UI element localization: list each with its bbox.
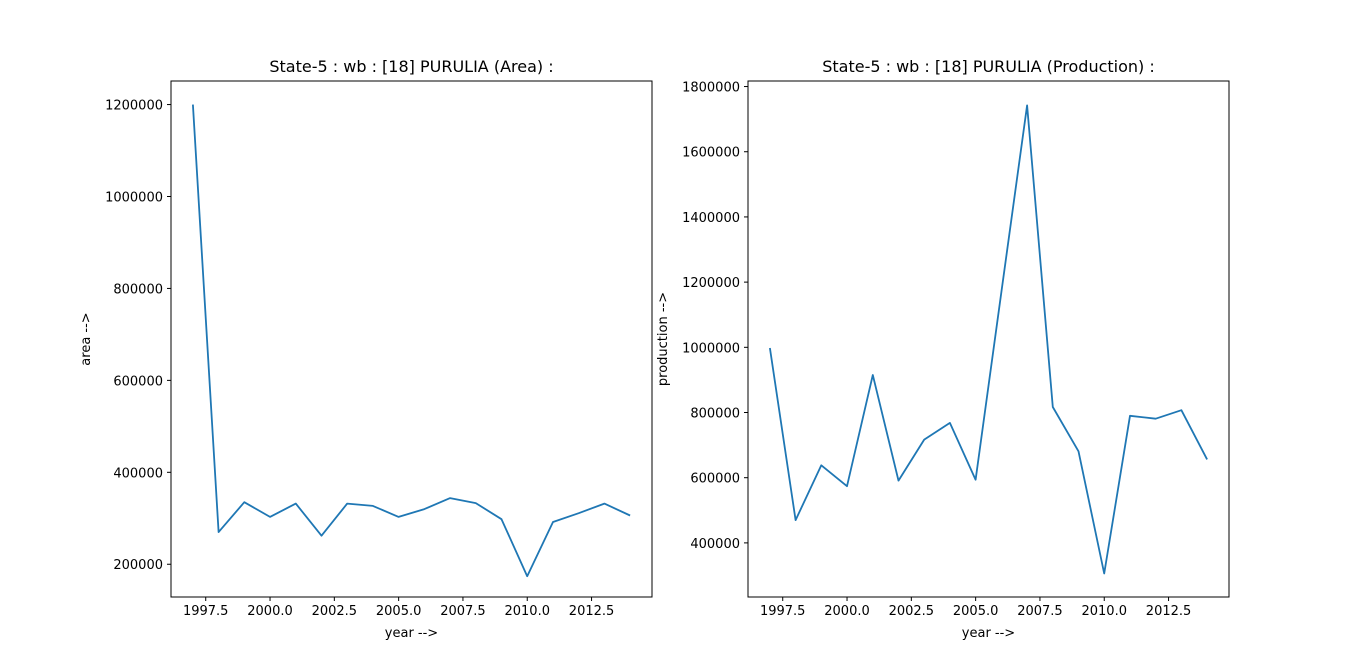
data-point xyxy=(218,531,220,533)
y-axis-label: production --> xyxy=(656,292,671,386)
data-point xyxy=(269,516,271,518)
data-point xyxy=(320,535,322,537)
x-tick-label: 2010.0 xyxy=(1081,604,1127,619)
x-tick-label: 2002.5 xyxy=(312,604,358,619)
y-tick-label: 400000 xyxy=(690,537,740,552)
data-point xyxy=(1206,458,1208,460)
production-chart: State-5 : wb : [18] PURULIA (Production)… xyxy=(656,57,1230,641)
data-point xyxy=(949,422,951,424)
data-point xyxy=(1129,415,1131,417)
data-point xyxy=(372,505,374,507)
data-point xyxy=(897,480,899,482)
x-tick-label: 1997.5 xyxy=(760,604,806,619)
x-tick-label: 2005.0 xyxy=(953,604,999,619)
data-point xyxy=(346,503,348,505)
plot-frame xyxy=(170,80,653,598)
data-point xyxy=(1000,291,1002,293)
x-tick-label: 2012.5 xyxy=(1146,604,1192,619)
data-point xyxy=(243,501,245,503)
y-tick-label: 1400000 xyxy=(682,211,740,226)
data-point xyxy=(1026,104,1028,106)
x-axis-label: year --> xyxy=(385,626,438,641)
x-tick-label: 2000.0 xyxy=(824,604,870,619)
y-tick-label: 600000 xyxy=(690,472,740,487)
x-tick-label: 2000.0 xyxy=(247,604,293,619)
data-point xyxy=(475,502,477,504)
y-axis-label: area --> xyxy=(79,312,94,365)
data-point xyxy=(795,519,797,521)
area-chart: State-5 : wb : [18] PURULIA (Area) : 1997… xyxy=(79,57,653,641)
y-tick-label: 1600000 xyxy=(682,146,740,161)
data-point xyxy=(769,347,771,349)
y-tick-label: 200000 xyxy=(113,558,163,573)
data-point xyxy=(449,497,451,499)
data-point xyxy=(629,515,631,517)
data-point xyxy=(578,512,580,514)
chart-title: State-5 : wb : [18] PURULIA (Production)… xyxy=(822,57,1155,76)
data-point xyxy=(872,374,874,376)
y-tick-label: 800000 xyxy=(690,407,740,422)
x-tick-label: 2010.0 xyxy=(504,604,550,619)
x-tick-label: 2005.0 xyxy=(376,604,422,619)
x-tick-label: 2007.5 xyxy=(440,604,486,619)
data-point xyxy=(846,485,848,487)
series-line xyxy=(769,104,1208,575)
data-point xyxy=(295,503,297,505)
y-tick-label: 1200000 xyxy=(105,99,163,114)
y-tick-label: 1800000 xyxy=(682,81,740,96)
data-point xyxy=(423,508,425,510)
data-point xyxy=(923,439,925,441)
data-point xyxy=(552,521,554,523)
x-tick-label: 1997.5 xyxy=(183,604,229,619)
y-tick-label: 600000 xyxy=(113,374,163,389)
x-tick-label: 2007.5 xyxy=(1017,604,1063,619)
data-point xyxy=(1103,573,1105,575)
x-tick-label: 2012.5 xyxy=(569,604,615,619)
data-point xyxy=(398,516,400,518)
data-point xyxy=(975,479,977,481)
x-axis-label: year --> xyxy=(962,626,1015,641)
data-point xyxy=(526,575,528,577)
series-line xyxy=(192,104,631,578)
x-tick-label: 2002.5 xyxy=(889,604,935,619)
y-tick-label: 400000 xyxy=(113,466,163,481)
y-tick-label: 1200000 xyxy=(682,276,740,291)
y-tick-label: 1000000 xyxy=(105,190,163,205)
data-point xyxy=(820,464,822,466)
data-point xyxy=(1052,406,1054,408)
data-point xyxy=(603,503,605,505)
data-point xyxy=(192,104,194,106)
plot-frame xyxy=(747,80,1230,598)
data-point xyxy=(1155,418,1157,420)
data-point xyxy=(501,518,503,520)
data-point xyxy=(1180,409,1182,411)
y-tick-label: 800000 xyxy=(113,282,163,297)
y-tick-label: 1000000 xyxy=(682,341,740,356)
chart-title: State-5 : wb : [18] PURULIA (Area) : xyxy=(269,57,553,76)
data-point xyxy=(1078,450,1080,452)
